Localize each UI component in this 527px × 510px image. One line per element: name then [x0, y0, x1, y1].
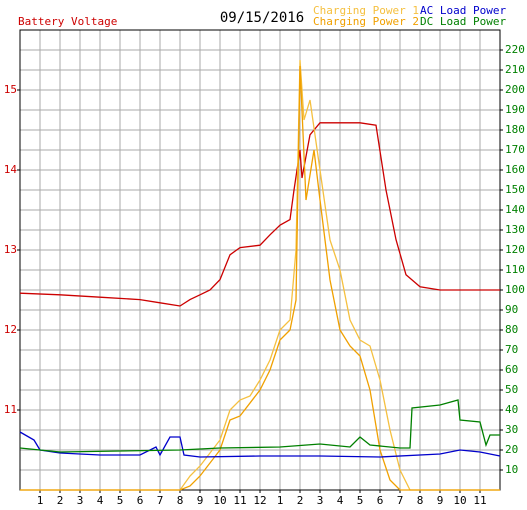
- x-tick-label: 6: [377, 494, 384, 507]
- y2-tick-label: 70: [505, 343, 518, 356]
- y-tick-label: 15: [4, 83, 17, 96]
- y2-tick-label: 220: [505, 43, 525, 56]
- y2-tick-label: 160: [505, 163, 525, 176]
- x-tick-label: 12: [253, 494, 266, 507]
- y2-tick-label: 40: [505, 403, 518, 416]
- series-line: [20, 59, 500, 491]
- y-tick-label: 12: [4, 323, 17, 336]
- y2-tick-label: 20: [505, 443, 518, 456]
- y2-tick-label: 30: [505, 423, 518, 436]
- legend-entry: Charging Power 1: [313, 4, 419, 17]
- y2-tick-label: 150: [505, 183, 525, 196]
- x-tick-label: 4: [337, 494, 344, 507]
- x-tick-label: 7: [157, 494, 164, 507]
- y2-tick-label: 180: [505, 123, 525, 136]
- x-tick-label: 9: [197, 494, 204, 507]
- x-tick-label: 8: [417, 494, 424, 507]
- plot-frame: [19, 29, 501, 491]
- legend-entry: AC Load Power: [420, 4, 506, 17]
- x-tick-label: 3: [77, 494, 84, 507]
- x-tick-label: 2: [297, 494, 304, 507]
- x-tick-label: 6: [137, 494, 144, 507]
- x-tick-label: 2: [57, 494, 64, 507]
- x-tick-label: 11: [233, 494, 246, 507]
- y2-tick-label: 140: [505, 203, 525, 216]
- y2-tick-label: 50: [505, 383, 518, 396]
- y2-tick-label: 200: [505, 83, 525, 96]
- x-tick-label: 1: [277, 494, 284, 507]
- series-line: [20, 65, 500, 491]
- y-tick-label: 11: [4, 403, 17, 416]
- y2-tick-label: 60: [505, 363, 518, 376]
- chart-title: 09/15/2016: [220, 10, 304, 26]
- y2-tick-label: 10: [505, 463, 518, 476]
- x-tick-label: 1: [37, 494, 44, 507]
- y-tick-label: 13: [4, 243, 17, 256]
- y2-tick-label: 100: [505, 283, 525, 296]
- y2-tick-label: 90: [505, 303, 518, 316]
- y-tick-label: 14: [4, 163, 18, 176]
- y2-tick-label: 120: [505, 243, 525, 256]
- y2-tick-label: 80: [505, 323, 518, 336]
- y-axis-label: Battery Voltage: [18, 15, 117, 28]
- x-tick-label: 5: [357, 494, 364, 507]
- x-tick-label: 3: [317, 494, 324, 507]
- y2-tick-label: 110: [505, 263, 525, 276]
- y2-tick-label: 170: [505, 143, 525, 156]
- x-tick-label: 10: [213, 494, 226, 507]
- y2-tick-label: 190: [505, 103, 525, 116]
- x-tick-label: 5: [117, 494, 124, 507]
- x-tick-label: 4: [97, 494, 104, 507]
- series-line: [19, 431, 501, 458]
- series-line: [19, 399, 500, 453]
- x-tick-label: 7: [397, 494, 404, 507]
- x-tick-label: 9: [437, 494, 444, 507]
- legend-entry: DC Load Power: [420, 15, 506, 28]
- series-line: [19, 122, 500, 307]
- x-tick-label: 10: [453, 494, 466, 507]
- legend-entry: Charging Power 2: [313, 15, 419, 28]
- x-tick-label: 8: [177, 494, 184, 507]
- y2-tick-label: 210: [505, 63, 525, 76]
- x-tick-label: 11: [473, 494, 486, 507]
- y2-tick-label: 130: [505, 223, 525, 236]
